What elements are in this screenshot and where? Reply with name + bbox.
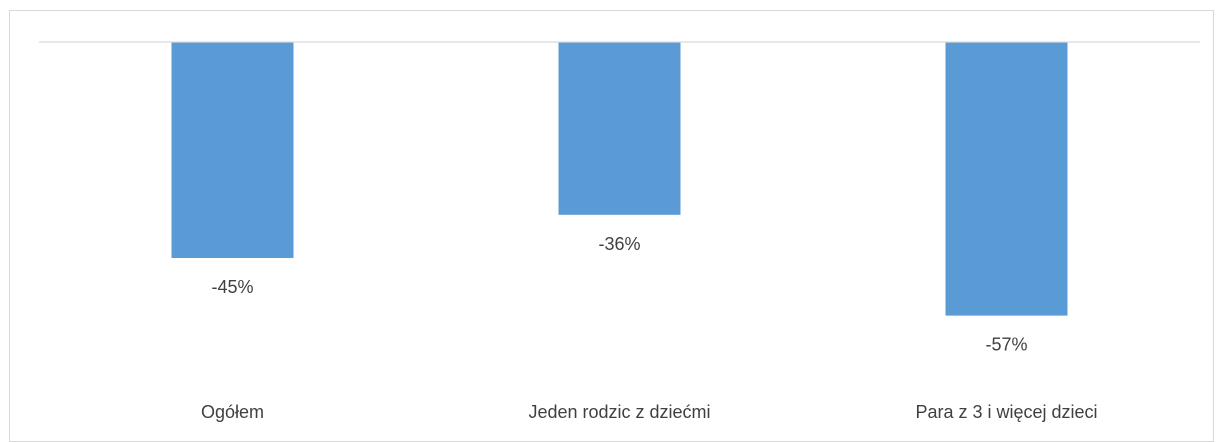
bar-2 xyxy=(558,42,681,215)
bar-1 xyxy=(171,42,294,258)
bar-3 xyxy=(945,42,1068,316)
labels-layer: -45% Ogółem -36% Jeden rodzic z dziećmi -57%… xyxy=(201,234,1098,422)
data-label-2: -36% xyxy=(598,234,640,254)
data-label-3: -57% xyxy=(985,335,1027,355)
category-label-1: Ogółem xyxy=(201,402,264,422)
data-label-1: -45% xyxy=(211,277,253,297)
category-label-3: Para z 3 i więcej dzieci xyxy=(915,402,1097,422)
bars-layer xyxy=(171,42,1068,316)
category-label-2: Jeden rodzic z dziećmi xyxy=(528,402,710,422)
